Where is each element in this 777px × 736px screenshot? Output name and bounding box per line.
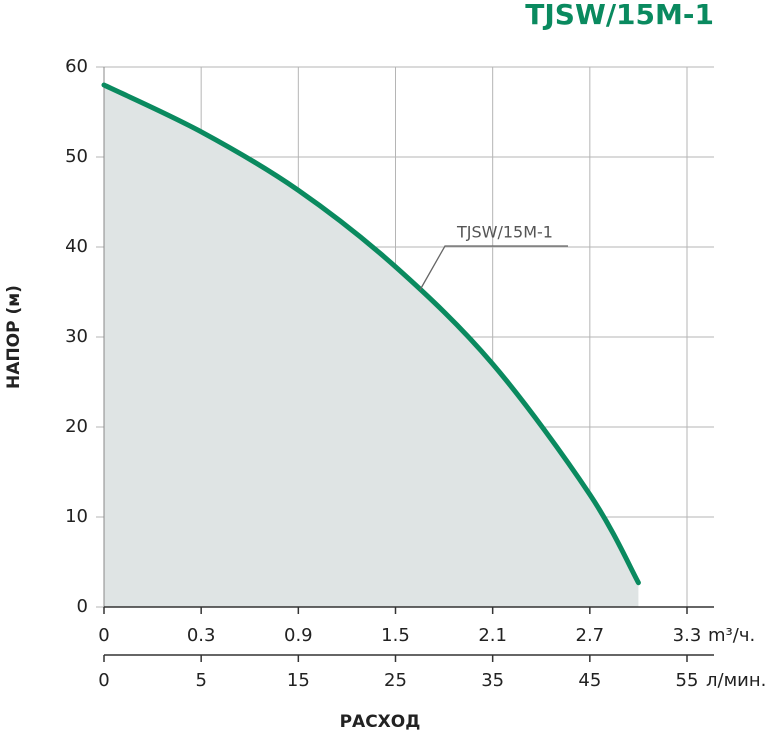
y-tick-label: 0: [77, 596, 88, 617]
annotation: TJSW/15M-1: [456, 223, 553, 242]
x-tick-label: 0: [98, 670, 109, 691]
y-tick-label: 20: [65, 416, 88, 437]
line: [101, 82, 641, 586]
area: [104, 85, 639, 607]
x2-tick-label: 2.7: [576, 625, 605, 646]
chart-title: TJSW/15M-1: [525, 0, 714, 31]
x-tick-label: 55: [676, 670, 699, 691]
y-tick-label: 40: [65, 236, 88, 257]
y-tick-label: 30: [65, 326, 88, 347]
x2-tick-label: 0.9: [284, 625, 313, 646]
x-tick-label: 25: [384, 670, 407, 691]
x2-tick-label: 0.3: [187, 625, 216, 646]
x2-tick-label: 1.5: [381, 625, 410, 646]
x2-tick-label: 0: [98, 625, 109, 646]
y-tick-label: 60: [65, 56, 88, 77]
x2-unit: m³/ч.: [708, 625, 755, 646]
annotation-leader: [419, 245, 568, 291]
y-tick-label: 50: [65, 146, 88, 167]
x2-tick-label: 2.1: [478, 625, 507, 646]
y-tick-label: 10: [65, 506, 88, 527]
x2-tick-label: 3.3: [673, 625, 702, 646]
x-tick-label: 5: [195, 670, 206, 691]
x-tick-label: 45: [578, 670, 601, 691]
y-axis-label: НАПОР (м): [4, 285, 24, 389]
x-axis-label: РАСХОД: [340, 712, 421, 732]
x-tick-label: 15: [287, 670, 310, 691]
x-unit: л/мин.: [706, 670, 766, 691]
x-tick-label: 35: [481, 670, 504, 691]
